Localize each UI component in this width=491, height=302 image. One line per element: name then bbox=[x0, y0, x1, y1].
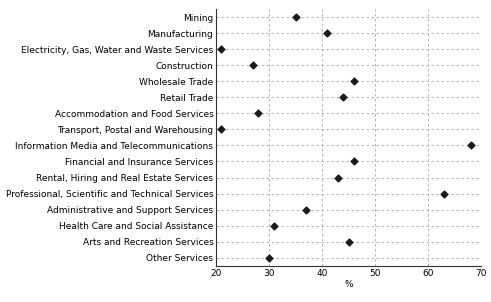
Point bbox=[254, 111, 262, 116]
Point bbox=[334, 175, 342, 180]
Point bbox=[466, 143, 474, 148]
Point bbox=[292, 15, 300, 20]
Point bbox=[302, 207, 310, 212]
Point bbox=[249, 63, 257, 68]
Point bbox=[218, 127, 225, 132]
Point bbox=[440, 191, 448, 196]
Point bbox=[350, 159, 358, 164]
X-axis label: %: % bbox=[344, 280, 353, 289]
Point bbox=[271, 223, 278, 228]
Point bbox=[218, 47, 225, 52]
Point bbox=[324, 31, 331, 36]
Point bbox=[345, 239, 353, 244]
Point bbox=[350, 79, 358, 84]
Point bbox=[265, 255, 273, 260]
Point bbox=[339, 95, 347, 100]
